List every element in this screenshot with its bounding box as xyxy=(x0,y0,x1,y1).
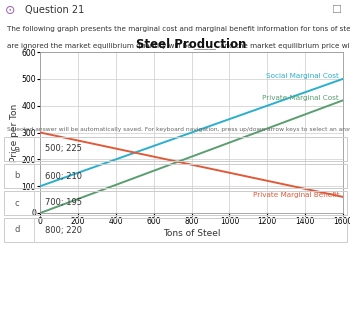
Text: 500; 225: 500; 225 xyxy=(45,144,82,153)
Text: 700; 195: 700; 195 xyxy=(45,199,82,207)
Text: c: c xyxy=(15,199,20,207)
Y-axis label: Price per Ton: Price per Ton xyxy=(10,104,19,161)
Text: Social Marginal Cost: Social Marginal Cost xyxy=(266,73,339,79)
Text: b: b xyxy=(15,172,20,181)
Text: 800; 220: 800; 220 xyxy=(45,225,82,234)
Text: are ignored the market equilibrium quantity will be ______  and the market equil: are ignored the market equilibrium quant… xyxy=(7,43,350,49)
Text: a: a xyxy=(15,144,20,153)
Text: Selected answer will be automatically saved. For keyboard navigation, press up/d: Selected answer will be automatically sa… xyxy=(7,127,350,132)
Text: The following graph presents the marginal cost and marginal benefit information : The following graph presents the margina… xyxy=(7,26,350,32)
X-axis label: Tons of Steel: Tons of Steel xyxy=(163,229,220,238)
Text: ⊙: ⊙ xyxy=(5,3,16,16)
Title: Steel Production: Steel Production xyxy=(136,38,247,51)
Text: 600; 210: 600; 210 xyxy=(45,172,82,181)
Text: d: d xyxy=(15,225,20,234)
Text: Question 21: Question 21 xyxy=(25,5,84,15)
Text: Private Marginal Benefit: Private Marginal Benefit xyxy=(253,192,339,198)
Text: Private Marginal Cost: Private Marginal Cost xyxy=(262,94,339,100)
Text: ☐: ☐ xyxy=(331,5,341,15)
